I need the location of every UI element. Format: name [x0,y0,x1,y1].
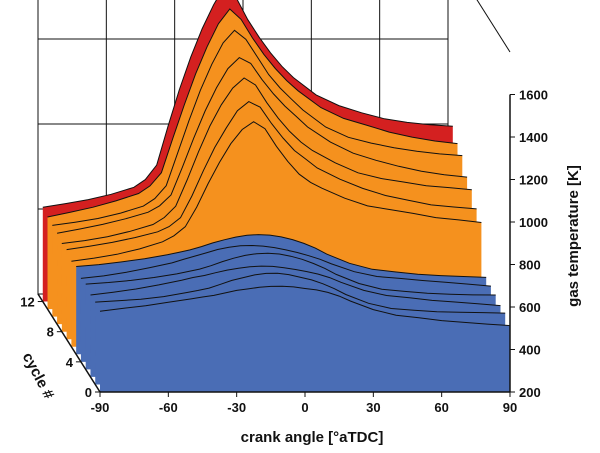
y-tick-label: 800 [519,258,541,273]
z-tick-label: 0 [85,385,92,400]
y-tick-label: 1600 [519,88,548,103]
z-tick-label: 8 [47,325,54,340]
series-line-cycle-12 [42,0,453,208]
z-tick-label: 12 [20,295,34,310]
series-layer [42,0,511,392]
z-tick-label: 4 [66,355,74,370]
y-tick-label: 1200 [519,173,548,188]
series-line-cycle-2 [90,265,501,307]
y-tick-label: 600 [519,300,541,315]
y-tick-label: 200 [519,385,541,400]
series-line-cycle-1 [95,272,506,314]
x-tick-label: 90 [503,400,517,415]
series-line-cycle-6 [71,121,482,262]
x-tick-label: -90 [91,400,110,415]
series-line-cycle-8 [61,77,472,244]
x-tick-label: -30 [227,400,246,415]
series-line-cycle-7 [66,101,477,251]
series-line-cycle-3 [85,252,496,296]
y-tick-label: 400 [519,343,541,358]
x-tick-label: 30 [366,400,380,415]
series-line-cycle-5 [76,234,487,278]
y-tick-label: 1400 [519,130,548,145]
series-line-cycle-4 [80,244,491,287]
z-axis-label: cycle # [19,350,58,403]
y-axis-label: gas temperature [K] [565,165,582,307]
x-tick-label: 60 [434,400,448,415]
x-axis-label: crank angle [°aTDC] [241,429,384,446]
series-area-cycle-0 [100,286,510,392]
x-tick-label: -60 [159,400,178,415]
x-tick-label: 0 [301,400,308,415]
series-line-cycle-10 [52,29,463,226]
series-line-cycle-0 [99,285,511,327]
depth-edge-top [476,0,511,53]
series-line-cycle-9 [57,56,468,234]
y-tick-label: 1000 [519,215,548,230]
z-axis-line [37,293,101,393]
series-line-cycle-11 [47,8,458,218]
